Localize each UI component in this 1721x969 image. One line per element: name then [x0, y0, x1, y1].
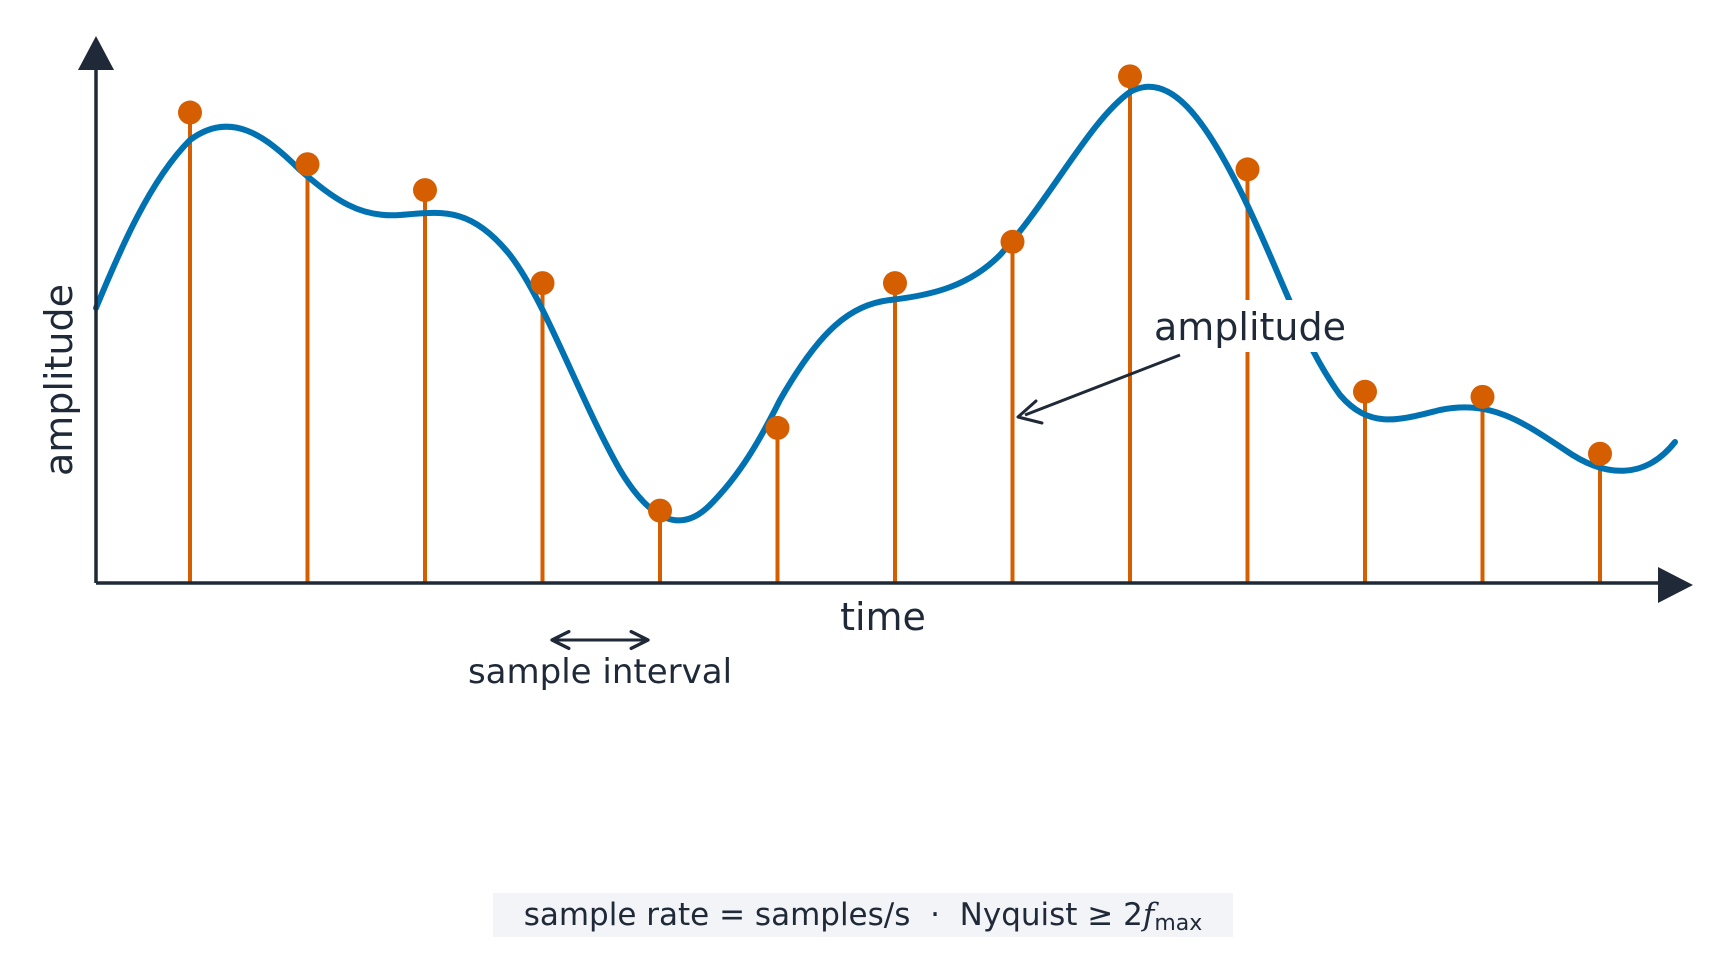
formula-sample-rate: sample rate = samples/s — [523, 897, 911, 933]
x-axis-arrowhead — [1658, 567, 1693, 603]
formula-subscript: max — [1154, 911, 1203, 936]
x-axis-label: time — [840, 595, 926, 639]
callout-arrowhead — [1016, 399, 1044, 425]
sample-points — [178, 64, 1612, 523]
signal-curve — [93, 83, 1678, 524]
sample-stems — [188, 76, 1602, 583]
sample-point — [530, 271, 555, 296]
sample-point — [648, 498, 672, 523]
sample-point — [883, 271, 907, 296]
sample-point — [1353, 379, 1377, 404]
sample-point — [1588, 441, 1612, 466]
sample-point — [765, 415, 790, 440]
y-axis-arrowhead — [78, 36, 114, 70]
sample-point — [413, 178, 437, 203]
callout-label-background — [1146, 300, 1354, 352]
sample-point — [1470, 384, 1495, 409]
formula-nyquist: Nyquist — [959, 897, 1078, 933]
callout-arrow-line — [1024, 353, 1181, 417]
sample-point — [1118, 64, 1142, 89]
nyquist-formula: sample rate = samples/s · Nyquist ≥ 2fma… — [493, 893, 1233, 937]
y-axis-label: amplitude — [37, 284, 81, 476]
sample-point — [178, 100, 202, 125]
sample-interval-label: sample interval — [468, 652, 732, 692]
formula-separator: · — [930, 897, 940, 933]
sample-point — [1000, 229, 1025, 254]
sample-point — [295, 152, 320, 177]
formula-variable: f — [1142, 897, 1155, 933]
amplitude-callout-label: amplitude — [1154, 305, 1346, 349]
sample-point — [1235, 157, 1260, 182]
formula-relation: ≥ 2 — [1087, 897, 1143, 933]
